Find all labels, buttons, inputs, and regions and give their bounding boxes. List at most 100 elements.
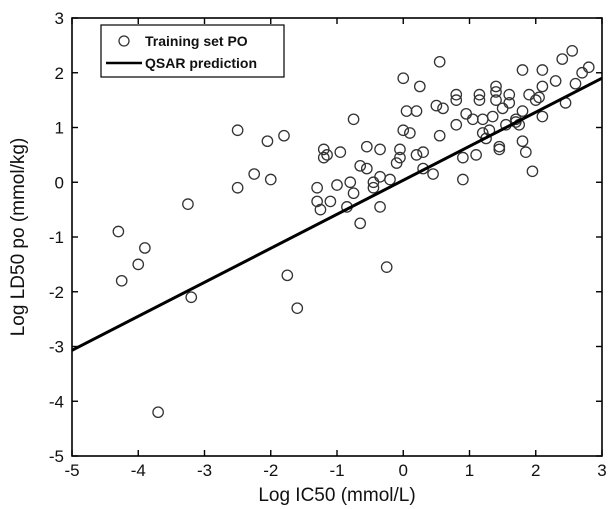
data-point	[480, 132, 492, 145]
data-point	[493, 143, 506, 156]
data-point	[344, 176, 357, 189]
data-point	[433, 129, 446, 142]
data-point	[347, 187, 360, 200]
legend-label-training: Training set PO	[145, 33, 248, 49]
data-point	[417, 146, 429, 158]
legend: Training set PO QSAR prediction	[100, 24, 285, 78]
data-point	[331, 179, 343, 191]
y-axis-title: Log LD50 po (mmol/kg)	[8, 138, 29, 337]
data-point	[231, 181, 244, 194]
data-point	[457, 151, 469, 164]
data-point	[473, 88, 486, 101]
x-axis-ticks: -5 -4 -3 -2 -1 0 1 2 3	[64, 18, 607, 480]
y-tick-label: 3	[55, 9, 64, 28]
legend-marker-circle	[118, 35, 130, 47]
data-point	[324, 195, 337, 208]
data-point	[516, 135, 529, 148]
x-tick-label: -5	[64, 461, 79, 480]
data-point	[139, 242, 151, 254]
y-tick-label: 2	[55, 64, 64, 83]
data-point	[450, 88, 463, 101]
data-point	[457, 173, 469, 186]
data-point	[231, 124, 244, 137]
data-point	[519, 146, 532, 158]
x-tick-label: -1	[329, 461, 344, 480]
data-point	[473, 94, 486, 106]
data-point	[430, 99, 443, 112]
data-point	[529, 94, 542, 106]
data-point	[566, 44, 579, 57]
x-tick-label: 1	[465, 461, 474, 480]
data-point	[410, 105, 423, 117]
data-point	[410, 149, 423, 161]
x-tick-label: 2	[531, 461, 540, 480]
data-point	[490, 80, 502, 93]
data-point	[433, 55, 446, 68]
y-tick-label: 1	[55, 119, 64, 138]
data-point	[486, 110, 499, 123]
data-point	[556, 53, 569, 65]
qsar-prediction-line	[71, 76, 603, 352]
x-axis-title: Log IC50 (mmol/L)	[258, 485, 415, 506]
data-point	[490, 86, 502, 98]
data-point	[394, 151, 406, 164]
data-point	[367, 181, 380, 194]
y-tick-label: 0	[55, 173, 64, 192]
data-point	[450, 94, 463, 106]
regression-line-group	[71, 76, 603, 352]
y-tick-label: -5	[49, 447, 64, 466]
data-point	[374, 143, 386, 156]
x-tick-label: 0	[399, 461, 408, 480]
data-point	[533, 91, 545, 104]
data-point	[317, 151, 330, 164]
data-point	[380, 261, 393, 273]
data-point	[526, 165, 539, 178]
data-point	[360, 162, 373, 175]
data-point	[261, 135, 274, 148]
y-tick-label: -3	[49, 338, 64, 357]
data-point	[490, 94, 502, 106]
data-point	[354, 217, 367, 230]
data-point	[549, 75, 562, 87]
y-tick-label: -1	[49, 228, 64, 247]
data-point	[384, 173, 396, 186]
data-point	[413, 80, 426, 93]
data-point	[450, 118, 463, 131]
data-point	[536, 64, 549, 76]
data-point	[152, 406, 164, 419]
data-point	[536, 110, 549, 123]
data-point	[347, 113, 360, 126]
data-point	[569, 77, 582, 90]
data-point	[314, 203, 327, 216]
data-point	[536, 80, 549, 93]
data-point	[503, 88, 516, 101]
x-tick-label: -4	[131, 461, 146, 480]
data-point	[185, 291, 198, 304]
y-tick-label: -4	[49, 392, 64, 411]
data-point	[182, 198, 194, 210]
x-tick-label: -3	[197, 461, 212, 480]
data-point	[404, 127, 416, 139]
data-point	[334, 146, 347, 158]
data-point	[470, 149, 482, 161]
data-point	[397, 72, 410, 85]
data-point	[510, 116, 522, 128]
data-point	[437, 102, 449, 115]
data-point	[278, 129, 290, 142]
data-point	[516, 105, 529, 117]
data-point	[516, 64, 529, 76]
data-point	[394, 143, 406, 156]
data-point	[503, 97, 516, 109]
data-point	[321, 149, 333, 161]
data-point	[291, 302, 304, 315]
data-point	[132, 258, 145, 271]
data-point	[354, 159, 367, 172]
data-point	[311, 181, 323, 194]
data-point	[264, 173, 277, 186]
data-point	[427, 168, 439, 180]
y-tick-label: -2	[49, 283, 64, 302]
data-point	[374, 201, 386, 213]
data-point	[248, 168, 261, 180]
